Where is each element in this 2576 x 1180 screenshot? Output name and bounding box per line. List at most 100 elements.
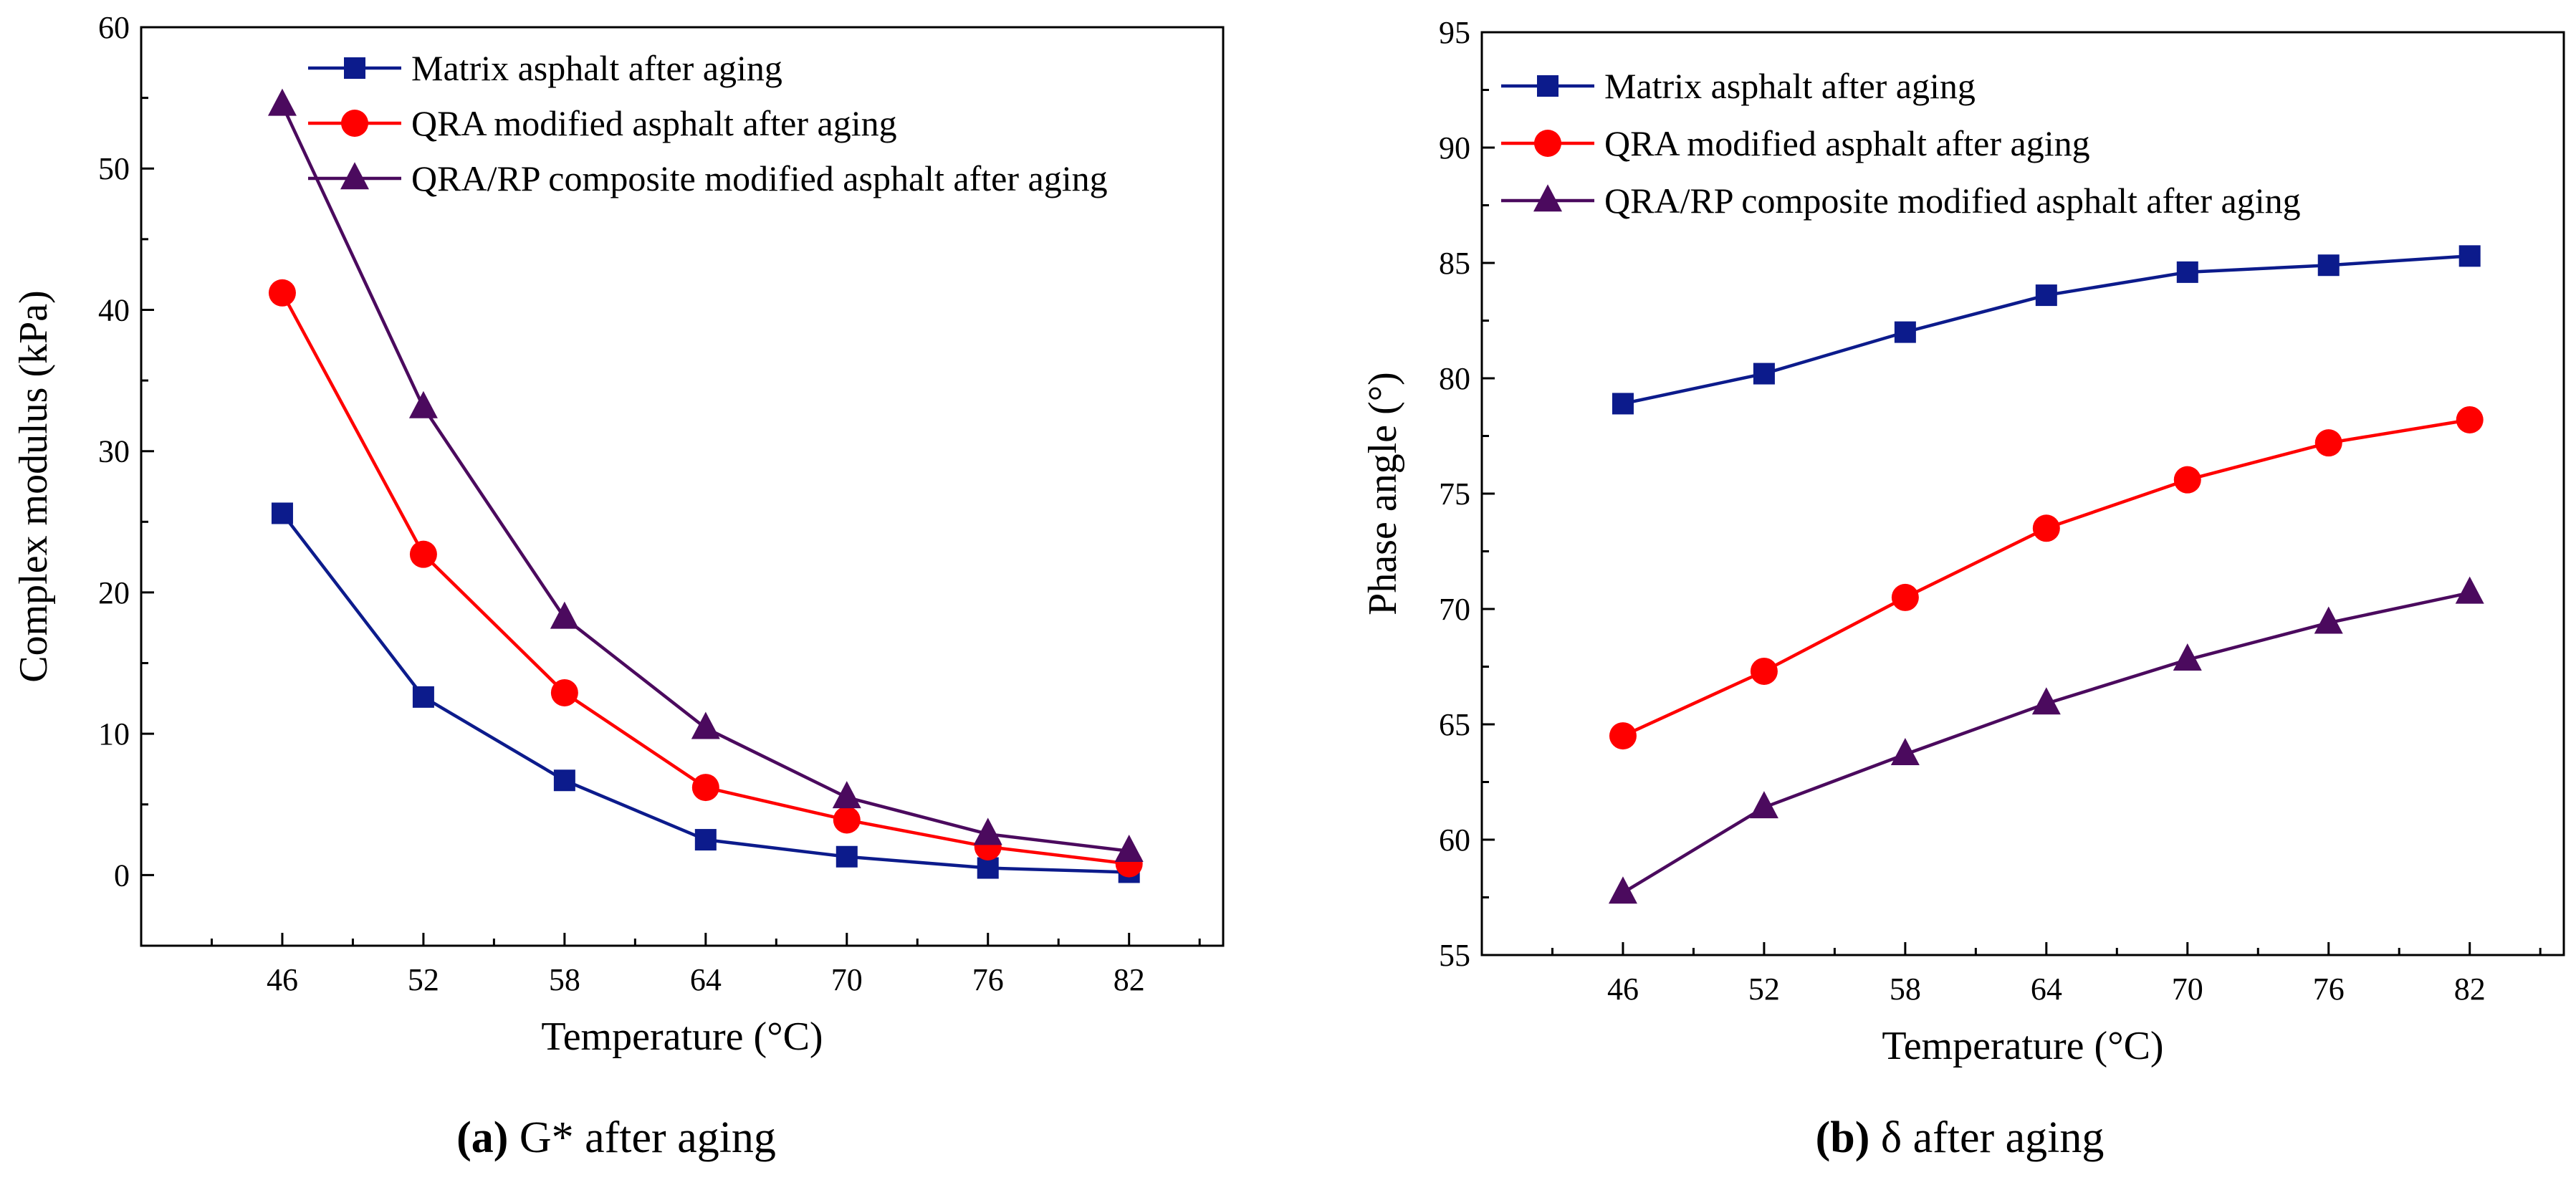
x-tick-label: 46 [1607, 972, 1639, 1007]
y-tick-label: 0 [114, 858, 130, 893]
y-tick-label: 10 [98, 716, 130, 752]
panel-a-complex-modulus: (a) G* after aging 46 52 58 64 70 76 82 0 10 20 30… [11, 10, 1225, 1162]
data-point [2035, 284, 2057, 307]
y-tick-label: 65 [1439, 707, 1470, 742]
data-point [1608, 876, 1637, 904]
y-axis-label: Phase angle (°) [1361, 372, 1405, 615]
data-point [2317, 254, 2340, 277]
series-circle [268, 279, 1143, 878]
series-line [1622, 591, 2471, 894]
y-tick-label: 20 [98, 575, 130, 610]
data-point [2032, 514, 2060, 542]
data-point [1749, 791, 1778, 819]
x-axis-label: Temperature (°C) [541, 1014, 823, 1059]
data-point [408, 390, 438, 418]
data-point [1114, 835, 1144, 863]
y-tick-label: 50 [98, 151, 130, 186]
data-point [1612, 393, 1634, 415]
y-tick-label: 75 [1439, 476, 1470, 512]
x-axis-label: Temperature (°C) [1882, 1024, 2163, 1068]
x-tick-label: 58 [549, 962, 580, 997]
panel-b-phase-angle: (b) δ after aging 46 52 58 64 70 76 82 55 60 65 70… [1361, 15, 2565, 1162]
data-point [2314, 429, 2342, 457]
data-point [1894, 321, 1916, 343]
legend-label: QRA modified asphalt after aging [411, 103, 897, 143]
y-tick-label: 40 [98, 292, 130, 327]
y-tick-label: 90 [1439, 130, 1470, 166]
data-point [2173, 466, 2201, 494]
legend-label: QRA/RP composite modified asphalt after … [411, 158, 1108, 198]
y-tick-label: 95 [1439, 15, 1470, 50]
series-line [281, 512, 1129, 874]
data-point [691, 774, 719, 802]
y-tick-label: 60 [98, 10, 130, 45]
x-tick-label: 64 [690, 962, 722, 997]
legend-label: QRA modified asphalt after aging [1604, 123, 2090, 163]
y-axis-label: Complex modulus (kPa) [11, 290, 56, 683]
data-point [1753, 363, 1775, 385]
series-square [271, 502, 1140, 883]
x-tick-label: 58 [1890, 972, 1921, 1007]
data-point [691, 711, 720, 739]
data-point [973, 817, 1002, 845]
legend-label: Matrix asphalt after aging [1604, 66, 1976, 106]
x-tick-label: 76 [2313, 972, 2345, 1007]
data-point [271, 502, 293, 524]
legend-marker [344, 57, 365, 79]
data-point [1890, 738, 1920, 766]
y-tick-label: 30 [98, 434, 130, 469]
caption-b: (b) δ after aging [1816, 1113, 2105, 1162]
data-point [832, 781, 861, 809]
y-tick-label: 80 [1439, 361, 1470, 396]
x-tick-label: 52 [1748, 972, 1780, 1007]
x-tick-label: 70 [831, 962, 863, 997]
legend-marker [1534, 130, 1561, 157]
x-tick-label: 70 [2172, 972, 2203, 1007]
data-point [2314, 606, 2343, 634]
data-point [2455, 576, 2484, 604]
legend-marker [341, 110, 368, 137]
series-circle [1609, 406, 2484, 750]
x-tick-label: 52 [408, 962, 439, 997]
y-tick-label: 85 [1439, 246, 1470, 281]
x-tick-label: 46 [267, 962, 298, 997]
data-point [835, 845, 858, 868]
y-tick-label: 55 [1439, 938, 1470, 973]
plot-frame [140, 26, 1225, 947]
series-line [1622, 254, 2470, 406]
legend-marker [1533, 184, 1562, 212]
series-triangle [1608, 576, 2484, 904]
series-line [280, 104, 1129, 853]
series-square [1612, 245, 2481, 415]
data-point [550, 601, 579, 629]
legend-marker [1537, 75, 1558, 97]
x-tick-label: 82 [2454, 972, 2486, 1007]
data-point [267, 88, 297, 116]
data-point [1891, 583, 1919, 611]
data-point [2458, 245, 2481, 267]
data-point [412, 686, 434, 708]
caption-a: (a) G* after aging [456, 1113, 776, 1162]
data-point [1750, 657, 1778, 685]
x-tick-label: 64 [2031, 972, 2062, 1007]
legend-marker [340, 162, 369, 190]
data-point [2173, 643, 2202, 671]
data-point [977, 857, 999, 879]
legend-label: QRA/RP composite modified asphalt after … [1604, 181, 2301, 221]
y-tick-label: 60 [1439, 822, 1470, 858]
data-point [833, 806, 861, 834]
data-point [2031, 687, 2061, 715]
data-point [268, 279, 296, 307]
data-point [1609, 722, 1637, 750]
legend-label: Matrix asphalt after aging [411, 48, 782, 88]
data-point [694, 829, 717, 851]
x-tick-label: 76 [972, 962, 1004, 997]
plot-frame [1480, 31, 2565, 956]
data-point [553, 769, 575, 792]
data-point [2176, 261, 2198, 283]
series-triangle [267, 88, 1144, 863]
x-tick-label: 82 [1114, 962, 1145, 997]
data-point [409, 540, 437, 568]
data-point [550, 678, 578, 706]
